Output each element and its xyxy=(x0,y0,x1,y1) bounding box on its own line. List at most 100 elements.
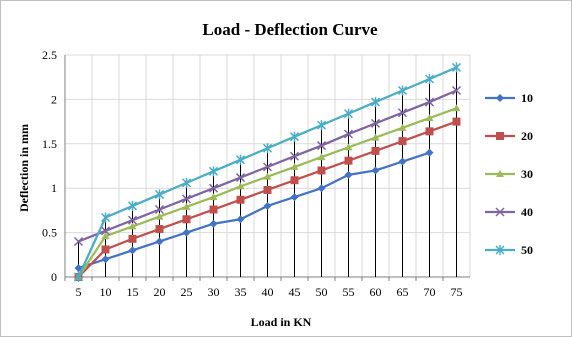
data-point xyxy=(209,219,218,228)
data-point xyxy=(425,127,434,136)
x-tick-label: 50 xyxy=(316,285,328,299)
x-tick-label: 75 xyxy=(451,285,463,299)
axes: 0 0.5 1 1.5 2 2.5 5 10 15 20 25 30 35 40 45 50 55 60 65 70 7… xyxy=(42,48,470,299)
legend-label: 20 xyxy=(521,129,533,143)
data-point xyxy=(452,117,461,126)
x-tick-label: 35 xyxy=(235,285,247,299)
data-point xyxy=(208,183,219,193)
data-point xyxy=(181,194,192,204)
data-point xyxy=(262,143,273,154)
data-point xyxy=(155,225,164,234)
data-point xyxy=(100,226,111,236)
data-point xyxy=(236,195,245,204)
data-point xyxy=(290,176,299,185)
data-point xyxy=(344,170,353,179)
legend-label: 50 xyxy=(521,243,533,257)
data-point xyxy=(263,172,272,180)
data-point xyxy=(182,228,191,237)
data-point xyxy=(398,137,407,146)
x-tick-label: 25 xyxy=(181,285,193,299)
data-point xyxy=(154,189,165,200)
legend-entry-40: 40 xyxy=(485,205,533,219)
data-point xyxy=(451,85,462,96)
legend-marker xyxy=(495,207,505,217)
data-point xyxy=(371,133,380,141)
data-point xyxy=(101,255,110,264)
data-point xyxy=(155,237,164,246)
data-point xyxy=(128,222,137,230)
data-point xyxy=(290,162,299,170)
x-tick-label: 55 xyxy=(343,285,355,299)
data-point xyxy=(316,141,327,151)
data-point xyxy=(398,157,407,166)
x-tick-label: 65 xyxy=(397,285,409,299)
data-point xyxy=(397,85,408,96)
data-point xyxy=(182,202,191,210)
data-point xyxy=(398,123,407,131)
data-point xyxy=(317,166,326,175)
data-point xyxy=(263,185,272,194)
y-axis-label: Deflection in mm xyxy=(17,124,31,212)
legend-entry-50: 50 xyxy=(485,243,533,257)
x-axis-label: Load in KN xyxy=(251,315,312,329)
data-point xyxy=(290,193,299,202)
data-point xyxy=(127,215,138,225)
data-point xyxy=(424,97,435,107)
legend-entry-30: 30 xyxy=(485,167,533,181)
grid xyxy=(65,54,471,277)
data-point xyxy=(155,212,164,220)
data-point xyxy=(181,177,192,188)
data-point xyxy=(208,166,219,177)
data-point xyxy=(101,232,110,240)
data-point xyxy=(73,236,84,247)
data-point xyxy=(425,114,434,122)
series-30 xyxy=(74,104,461,280)
data-point xyxy=(127,200,138,211)
data-point xyxy=(236,182,245,190)
x-tick-label: 30 xyxy=(208,285,220,299)
data-point xyxy=(425,148,434,157)
data-point xyxy=(344,156,353,165)
legend-marker xyxy=(496,170,504,177)
x-tick-label: 40 xyxy=(262,285,274,299)
series-layer xyxy=(73,62,462,282)
x-tick-label: 15 xyxy=(127,285,139,299)
data-point xyxy=(100,212,111,223)
legend-marker xyxy=(495,245,505,255)
data-point xyxy=(343,108,354,119)
legend-entry-20: 20 xyxy=(485,129,533,143)
y-tick-label: 1 xyxy=(51,181,57,195)
y-tick-label: 0 xyxy=(51,270,57,284)
x-tick-label: 20 xyxy=(154,285,166,299)
series-line xyxy=(78,151,430,270)
data-point xyxy=(154,204,165,215)
chart-title: Load - Deflection Curve xyxy=(202,20,378,39)
legend-marker xyxy=(496,132,504,140)
data-point xyxy=(371,166,380,175)
data-point xyxy=(316,120,327,131)
data-point xyxy=(73,272,84,282)
data-point xyxy=(209,193,218,201)
legend-label: 40 xyxy=(521,205,533,219)
series-40 xyxy=(73,85,462,247)
legend-label: 30 xyxy=(521,167,533,181)
x-tick-label: 5 xyxy=(76,285,82,299)
data-point xyxy=(451,62,462,73)
data-point xyxy=(317,153,326,161)
data-point xyxy=(209,205,218,214)
x-tick-label: 10 xyxy=(100,285,112,299)
data-point xyxy=(262,162,273,172)
data-point xyxy=(317,184,326,193)
data-point xyxy=(235,154,246,165)
data-point xyxy=(452,104,461,112)
data-point xyxy=(371,146,380,155)
data-point xyxy=(263,201,272,210)
y-tick-label: 2 xyxy=(51,92,57,106)
y-tick-label: 2.5 xyxy=(42,48,57,62)
legend-entry-10: 10 xyxy=(485,91,533,105)
legend: 10 20 30 40 50 xyxy=(485,91,533,257)
legend-marker xyxy=(496,94,504,102)
